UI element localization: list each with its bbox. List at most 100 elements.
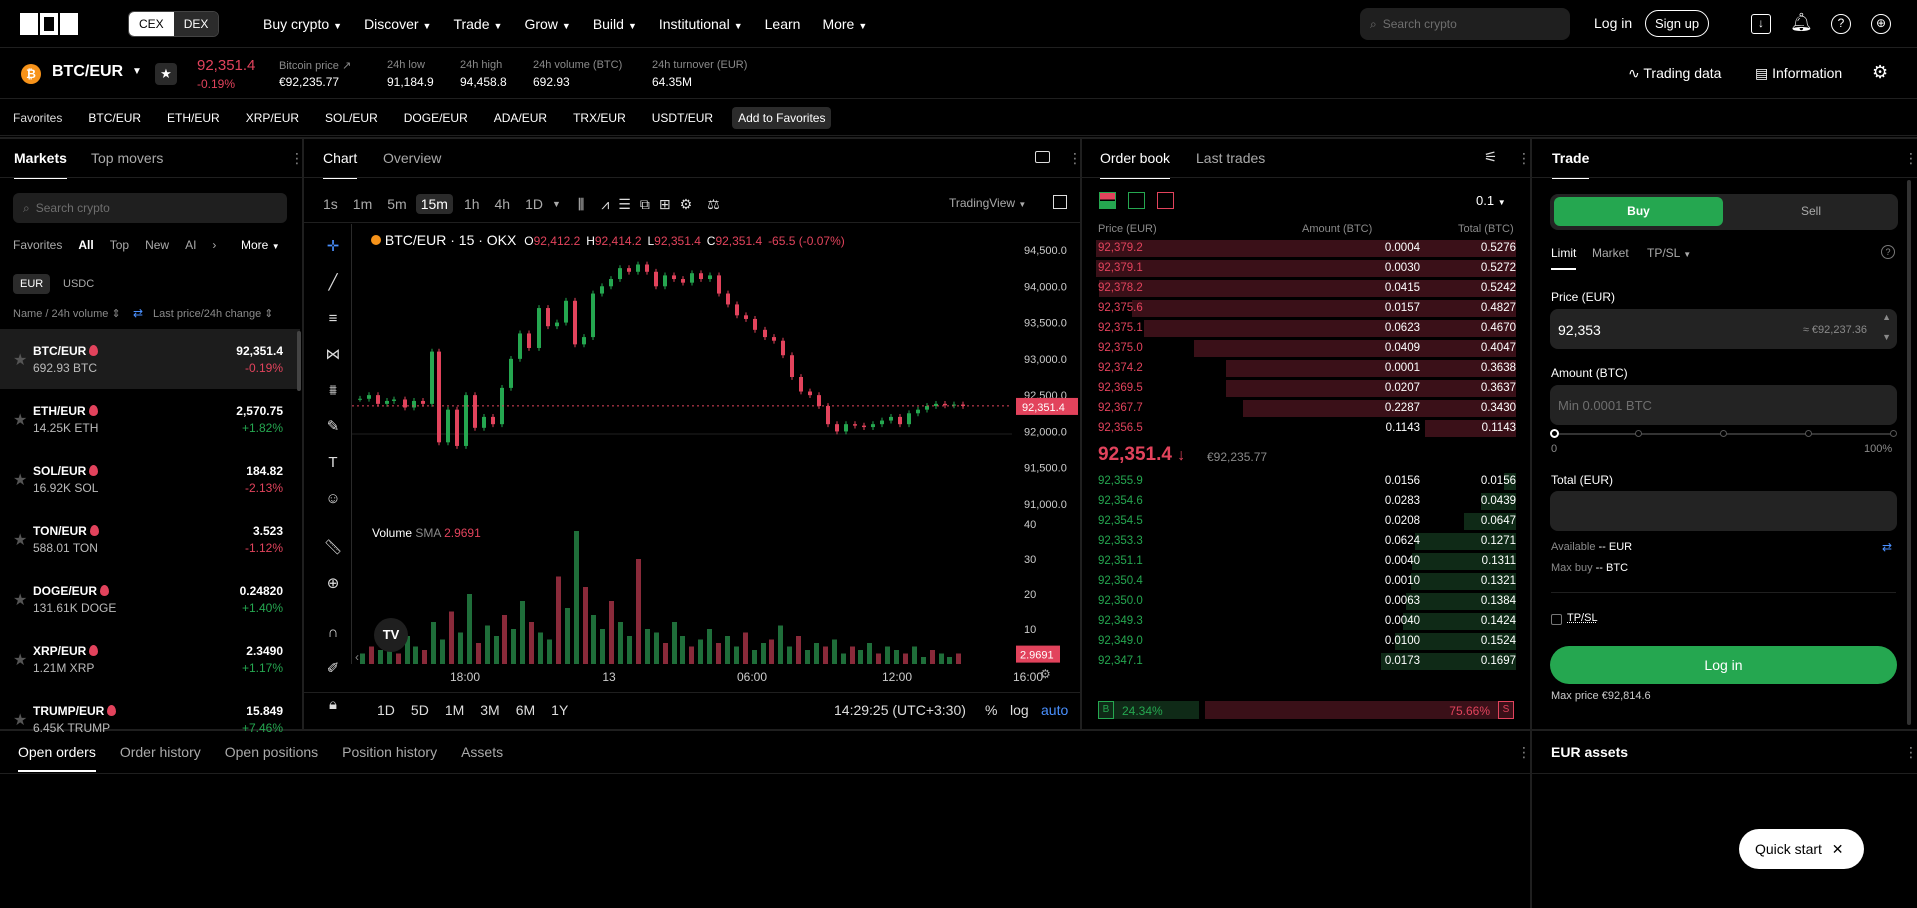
nav-buy-crypto[interactable]: Buy crypto ▼ [263,16,343,32]
star-icon[interactable]: ★ [13,412,28,429]
buy-tab[interactable]: Buy [1554,197,1723,226]
camera-icon[interactable]: ⊞ [658,195,671,212]
panel-menu-icon[interactable]: ⋮ [1904,150,1917,166]
info-icon[interactable]: ? [1881,245,1895,259]
star-icon[interactable]: ★ [13,652,28,669]
price-input[interactable]: 92,353 ≈ €92,237.36 ▲ ▼ [1550,309,1897,349]
order-type-tpsl[interactable]: TP/SL ▼ [1647,246,1692,260]
zoom-in-icon[interactable]: ⊕ [326,575,340,592]
panel-menu-icon[interactable]: ⋮ [290,150,304,166]
nav-discover[interactable]: Discover ▼ [364,16,432,32]
interval-1h[interactable]: 1h [463,196,480,212]
tab-chart[interactable]: Chart [323,150,358,179]
trend-line-icon[interactable]: ╱ [328,274,338,291]
tab-position-history[interactable]: Position history [342,744,438,760]
nav-build[interactable]: Build ▼ [592,16,637,32]
cex-toggle[interactable]: CEX [129,12,174,36]
emoji-icon[interactable]: ☺ [325,490,341,507]
tab-open-orders[interactable]: Open orders [18,744,96,772]
nav-trade[interactable]: Trade ▼ [453,16,503,32]
bid-row[interactable]: 92,350.0 0.0063 0.1384 [1088,591,1516,611]
filter-top[interactable]: Top [109,238,130,252]
order-type-market[interactable]: Market [1592,246,1629,260]
sliders-icon[interactable]: ⚟ [1484,149,1498,166]
ask-row[interactable]: 92,375.6 0.0157 0.4827 [1088,298,1516,318]
ask-row[interactable]: 92,375.0 0.0409 0.4047 [1088,338,1516,358]
time-settings-icon[interactable]: ⚙ [1040,667,1051,681]
candle-type-icon[interactable]: ⫼ [577,195,585,212]
ruler-icon[interactable]: 📏︎ [323,539,343,556]
login-link[interactable]: Log in [1594,15,1633,31]
bid-row[interactable]: 92,351.1 0.0040 0.1311 [1088,551,1516,571]
alert-icon[interactable]: ⧉ [639,195,650,212]
star-icon[interactable]: ★ [13,592,28,609]
ask-row[interactable]: 92,375.1 0.0623 0.4670 [1088,318,1516,338]
bell-icon[interactable]: 🔔︎ [1790,12,1813,32]
chevron-up-icon[interactable]: ▲ [1882,312,1891,322]
market-row[interactable]: ★ XRP/EUR 1.21M XRP 2.3490 +1.17% [0,630,297,690]
auto-toggle[interactable]: auto [1041,702,1069,718]
panel-menu-icon[interactable]: ⋮ [1517,744,1531,760]
interval-15m[interactable]: 15m [415,194,453,214]
tradingview-selector[interactable]: TradingView ▼ [949,196,1027,210]
pattern-icon[interactable]: ⋈ [325,346,341,363]
horizontal-lines-icon[interactable]: ≡ [328,310,338,327]
nav-learn[interactable]: Learn [764,16,801,32]
interval-4h[interactable]: 4h [494,196,511,212]
slider-step[interactable] [1720,430,1727,437]
swap-icon[interactable]: ⇄ [133,306,144,320]
range-1y[interactable]: 1Y [551,702,569,718]
bid-row[interactable]: 92,350.4 0.0010 0.1321 [1088,571,1516,591]
signup-button[interactable]: Sign up [1645,10,1710,37]
nav-institutional[interactable]: Institutional ▼ [658,16,743,32]
interval-1s[interactable]: 1s [323,196,338,212]
range-3m[interactable]: 3M [480,702,500,718]
fav-btc-eur[interactable]: BTC/EUR [88,110,142,125]
fav-sol-eur[interactable]: SOL/EUR [325,110,378,125]
more-filter-dropdown[interactable]: More ▼ [241,238,280,252]
star-icon[interactable]: ★ [13,532,28,549]
filter-ai[interactable]: AI [185,238,197,252]
download-icon[interactable]: ↓ [1751,14,1771,34]
tradingview-logo[interactable]: TV [374,618,408,652]
market-row[interactable]: ★ DOGE/EUR 131.61K DOGE 0.24820 +1.40% [0,570,297,630]
fullscreen-icon[interactable] [1053,195,1067,209]
fav-doge-eur[interactable]: DOGE/EUR [403,110,468,125]
nav-more[interactable]: More ▼ [822,16,868,32]
ask-row[interactable]: 92,369.5 0.0207 0.3637 [1088,378,1516,398]
compare-scale-icon[interactable]: ⚖ [707,195,720,212]
help-icon[interactable]: ? [1831,14,1851,34]
chevron-left-icon[interactable]: ‹ [355,650,359,664]
filter-new[interactable]: New [145,238,170,252]
indicators-icon[interactable]: ⩘ [601,195,610,212]
fav-ada-eur[interactable]: ADA/EUR [493,110,548,125]
panel-menu-icon[interactable]: ⋮ [1517,150,1531,166]
dex-toggle[interactable]: DEX [173,12,219,36]
slider-step[interactable] [1805,430,1812,437]
star-icon[interactable]: ★ [13,712,28,729]
book-both-icon[interactable] [1099,192,1116,209]
chevron-right-icon[interactable]: › [212,238,217,252]
price-chart[interactable]: 94,500.094,000.093,500.093,000.092,500.0… [352,224,1079,694]
sort-name-volume[interactable]: Name / 24h volume ⇕ [13,308,121,320]
ask-row[interactable]: 92,367.7 0.2287 0.3430 [1088,398,1516,418]
market-row[interactable]: ★ ETH/EUR 14.25K ETH 2,570.75 +1.82% [0,390,297,450]
range-5d[interactable]: 5D [410,702,429,718]
tab-markets[interactable]: Markets [14,150,67,179]
scrollbar[interactable] [297,331,301,391]
range-1d[interactable]: 1D [377,702,395,718]
range-1m[interactable]: 1M [444,702,465,718]
crosshair-icon[interactable]: ✛ [326,238,340,255]
close-icon[interactable]: ✕ [1831,841,1844,857]
filter-all[interactable]: All [78,238,94,252]
interval-1d[interactable]: 1D [525,196,543,212]
transfer-icon[interactable]: ⇄ [1882,540,1893,554]
pair-selector[interactable]: BTC/EUR [52,63,124,80]
chevron-down-icon[interactable]: ▼ [1882,332,1891,342]
bid-row[interactable]: 92,349.0 0.0100 0.1524 [1088,631,1516,651]
trade-title[interactable]: Trade [1552,150,1590,179]
tab-last-trades[interactable]: Last trades [1196,150,1266,166]
quote-eur-tab[interactable]: EUR [13,274,51,294]
fib-icon[interactable]: ⩩ [328,382,337,399]
range-6m[interactable]: 6M [515,702,536,718]
